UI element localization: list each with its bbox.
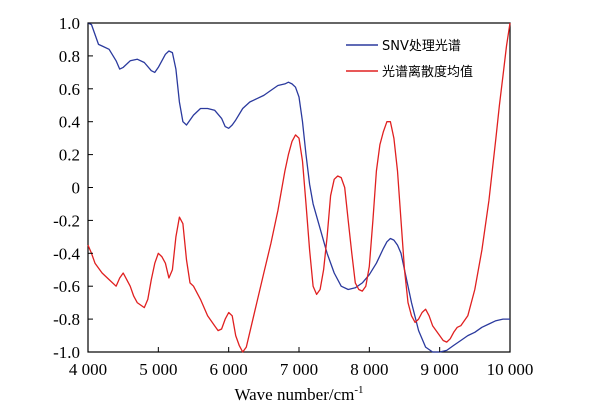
y-tick-label: 0 (72, 179, 81, 198)
y-tick-label: -0.8 (53, 310, 80, 329)
x-tick-label: 6 000 (210, 360, 248, 379)
y-tick-label: -0.6 (53, 277, 80, 296)
x-tick-label: 5 000 (139, 360, 177, 379)
series-layer (87, 22, 511, 353)
axes-layer: 4 000 5 000 6 000 7 000 8 000 9 000 10 000 1.0 0… (53, 14, 533, 379)
y-tick-label: 0.2 (59, 146, 80, 165)
series-line-1 (87, 22, 510, 353)
legend-label-1: SNV处理光谱 (382, 39, 461, 54)
x-axis-title: Wave number/cm-1 (234, 384, 363, 404)
x-axis-title-superscript: -1 (354, 384, 363, 396)
y-tick-label: 0.6 (59, 80, 80, 99)
x-tick-label: 9 000 (421, 360, 459, 379)
y-tick-label: -0.4 (53, 244, 80, 263)
x-tick-label: 8 000 (350, 360, 388, 379)
x-tick-label: 4 000 (69, 360, 107, 379)
series-line-2 (87, 22, 511, 353)
y-tick-label: -1.0 (53, 343, 80, 362)
x-tick-label: 10 000 (487, 360, 534, 379)
legend-label-2: 光谱离散度均值 (382, 64, 473, 80)
x-tick-label: 7 000 (280, 360, 318, 379)
y-tick-label: 1.0 (59, 14, 80, 33)
y-tick-label: 0.8 (59, 47, 80, 66)
y-tick-label: -0.2 (53, 211, 80, 230)
x-axis-title-text: Wave number/cm (234, 385, 354, 404)
y-tick-label: 0.4 (59, 113, 81, 132)
